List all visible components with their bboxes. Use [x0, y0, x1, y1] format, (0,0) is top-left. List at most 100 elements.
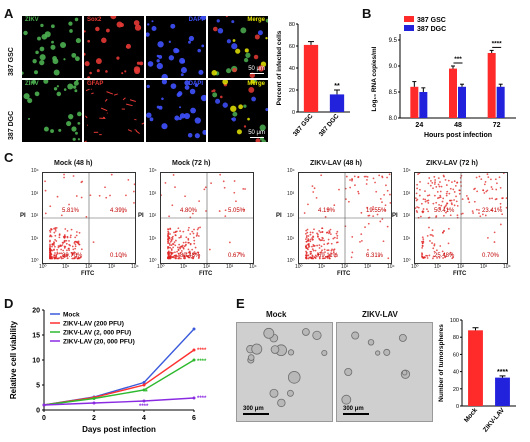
event-dot [433, 250, 436, 253]
event-dot [416, 206, 419, 208]
event-dot [160, 194, 162, 197]
y-tick-label: 10² [287, 213, 295, 219]
event-dot [74, 243, 77, 246]
event-dot [313, 187, 316, 190]
event-dot [167, 230, 170, 233]
event-dot [71, 253, 74, 256]
event-dot [499, 186, 502, 189]
event-dot [335, 232, 338, 235]
channel-label-row2-zikv: ZIKV [25, 81, 39, 87]
tumorsphere [269, 388, 279, 398]
event-dot [445, 184, 448, 186]
event-dot [49, 255, 52, 258]
y-tick-label: 0 [36, 408, 40, 415]
event-dot [431, 181, 434, 184]
event-dot [197, 251, 199, 254]
y-tick-label: 20 [32, 308, 40, 315]
y-tick-label: 10¹ [403, 235, 411, 242]
x-axis-title: FITC [453, 271, 467, 277]
event-dot [49, 249, 51, 251]
event-dot [167, 250, 170, 253]
y-tick-label: 20 [453, 387, 459, 393]
y-axis-title: PI [276, 213, 282, 219]
event-dot [74, 240, 77, 243]
event-dot [171, 243, 174, 245]
series-point [192, 396, 196, 400]
event-dot [465, 194, 468, 197]
event-dot [58, 257, 61, 259]
event-dot [78, 243, 81, 246]
event-dot [485, 190, 488, 193]
x-tick-label: 10³ [226, 264, 234, 270]
event-dot [353, 175, 356, 178]
event-dot [219, 173, 222, 176]
event-dot [79, 256, 82, 259]
event-dot [235, 200, 237, 203]
event-dot [327, 249, 330, 252]
y-tick-label: 9.5 [389, 38, 398, 44]
series-point [142, 383, 146, 387]
event-dot [315, 196, 318, 199]
event-dot [436, 190, 439, 193]
event-dot [78, 231, 81, 234]
quadrant-ul: 4.80% [180, 208, 198, 214]
event-dot [58, 252, 61, 255]
event-dot [491, 197, 493, 200]
event-dot [187, 229, 190, 232]
event-dot [372, 208, 375, 211]
tumorsphere [401, 369, 408, 376]
bar-387-gsc-48 [449, 68, 457, 118]
event-dot [168, 255, 171, 258]
event-dot [75, 253, 78, 255]
event-dot [317, 253, 319, 256]
event-dot [490, 178, 492, 181]
event-dot [53, 241, 55, 244]
legend-label: Mock [63, 312, 80, 319]
event-dot [315, 255, 318, 258]
event-dot [493, 231, 496, 234]
event-dot [167, 235, 170, 238]
event-dot [364, 226, 366, 229]
event-dot [311, 231, 314, 234]
event-dot [499, 202, 502, 205]
event-dot [453, 199, 455, 201]
event-dot [184, 257, 187, 259]
y-axis-title: PI [138, 213, 144, 219]
event-dot [56, 251, 59, 254]
y-axis-title: Log₁₀ RNA copies/ml [371, 46, 378, 111]
event-dot [336, 230, 339, 233]
event-dot [505, 197, 508, 200]
event-dot [198, 254, 200, 256]
tumorsphere [287, 349, 295, 356]
bar-387-dgc [329, 94, 345, 112]
event-dot [171, 256, 174, 259]
event-dot [72, 175, 75, 177]
event-dot [132, 190, 135, 193]
y-tick-label: 10⁰ [149, 258, 157, 264]
event-dot [367, 248, 369, 251]
event-dot [77, 241, 80, 244]
event-dot [64, 239, 66, 242]
event-dot [495, 188, 498, 191]
event-dot [195, 235, 198, 237]
event-dot [422, 238, 425, 241]
event-dot [318, 244, 321, 247]
event-dot [194, 246, 197, 249]
event-dot [481, 213, 484, 216]
event-dot [325, 231, 328, 234]
event-dot [486, 173, 489, 176]
event-dot [332, 251, 335, 253]
quadrant-ul: 5.81% [62, 208, 80, 214]
event-dot [307, 257, 310, 260]
event-dot [242, 187, 245, 190]
event-dot [388, 173, 391, 176]
channel-label-row1-zikv: ZIKV [25, 17, 39, 23]
event-dot [328, 257, 331, 260]
event-dot [314, 254, 317, 257]
event-dot [171, 204, 174, 207]
event-dot [63, 247, 66, 249]
event-dot [51, 245, 53, 248]
event-dot [70, 228, 73, 231]
event-dot [208, 248, 211, 251]
micrograph-row2-zikv: ZIKV [22, 80, 82, 142]
